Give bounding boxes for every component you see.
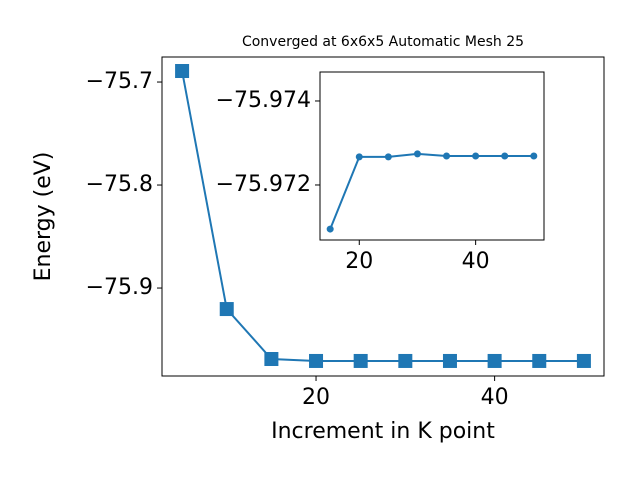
data-point [353,353,368,368]
y-tick-label: −75.974 [216,88,311,113]
data-point [532,353,547,368]
x-axis-label: Increment in K point [271,419,495,444]
data-point [472,152,480,160]
data-point [309,353,324,368]
x-tick-label: 40 [462,249,490,274]
plot-frame [319,71,545,241]
y-tick-label: −75.9 [86,275,153,300]
x-tick-label: 20 [345,249,373,274]
data-point [398,353,413,368]
data-point [355,153,363,161]
y-tick-label: −75.8 [86,172,153,197]
x-tick-label: 40 [481,385,509,410]
data-point [219,302,234,317]
data-line [329,152,534,230]
data-point [264,352,279,367]
data-point [175,64,190,79]
data-point [576,353,591,368]
y-tick-label: −75.972 [216,172,311,197]
x-tick-label: 20 [302,385,330,410]
data-point [443,152,451,160]
data-point [530,152,538,160]
data-point [326,225,334,233]
inset-plot: 20 40 −75.972 −75.974 [216,71,545,274]
data-point [501,152,509,160]
data-line [181,70,584,362]
data-point [442,353,457,368]
y-tick-label: −75.7 [86,69,153,94]
data-point [384,153,392,161]
chart-title: Converged at 6x6x5 Automatic Mesh 25 [242,34,524,50]
data-point [487,353,502,368]
data-point [413,150,421,158]
plot-frame [161,56,605,377]
y-axis-label: Energy (eV) [31,152,56,282]
